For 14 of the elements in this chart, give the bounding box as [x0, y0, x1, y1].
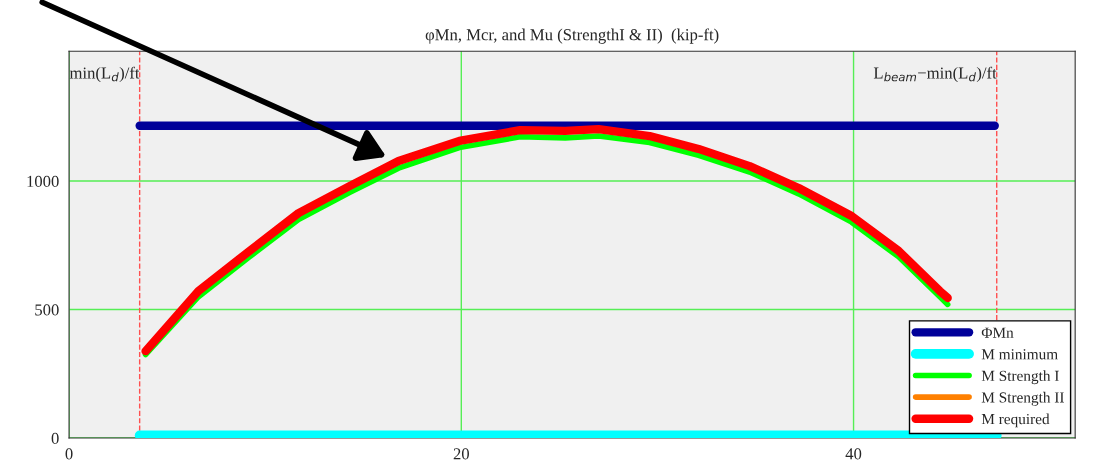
- legend-label: ΦMn: [981, 327, 1014, 338]
- ref-line-label: min(L$_{d}$)/ft: [69, 66, 140, 82]
- ref-line-label: L$_{beam}$−min(L$_{d}$)/ft: [873, 66, 997, 82]
- x-tick-label: 0: [65, 448, 73, 460]
- chart-title: φMn, Mcr, and Mu (StrengthI & II) (kip-ft): [425, 28, 719, 44]
- x-tick-label: 20: [453, 448, 469, 460]
- y-tick-label: 0: [51, 432, 59, 444]
- legend-label: M minimum: [981, 349, 1058, 360]
- y-tick-label: 1000: [27, 175, 59, 187]
- legend-label: M required: [981, 413, 1050, 428]
- legend-label: M Strength I: [981, 370, 1059, 385]
- legend-label: M Strength II: [981, 391, 1064, 406]
- x-tick-label: 40: [845, 448, 862, 460]
- y-tick-label: 500: [35, 304, 59, 316]
